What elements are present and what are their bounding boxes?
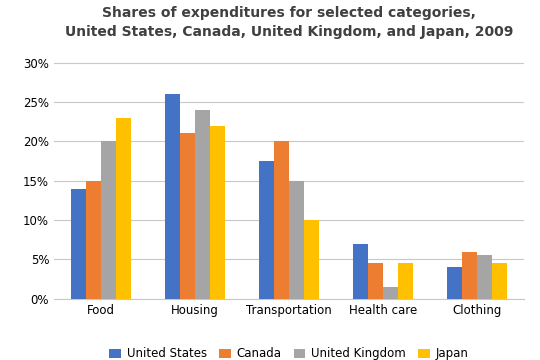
Bar — [462, 252, 477, 299]
Bar — [383, 287, 398, 299]
Legend: United States, Canada, United Kingdom, Japan: United States, Canada, United Kingdom, J… — [105, 342, 473, 360]
Bar — [259, 161, 274, 299]
Bar — [368, 264, 383, 299]
Bar — [116, 118, 131, 299]
Bar — [165, 94, 180, 299]
Bar — [86, 181, 101, 299]
Bar — [477, 256, 492, 299]
Bar — [398, 264, 413, 299]
Bar — [447, 267, 462, 299]
Bar — [210, 126, 225, 299]
Bar — [304, 220, 319, 299]
Bar — [180, 134, 195, 299]
Bar — [71, 189, 86, 299]
Bar — [195, 110, 210, 299]
Bar — [274, 141, 289, 299]
Title: Shares of expenditures for selected categories,
United States, Canada, United Ki: Shares of expenditures for selected cate… — [65, 6, 513, 39]
Bar — [289, 181, 304, 299]
Bar — [492, 264, 507, 299]
Bar — [101, 141, 116, 299]
Bar — [353, 244, 368, 299]
